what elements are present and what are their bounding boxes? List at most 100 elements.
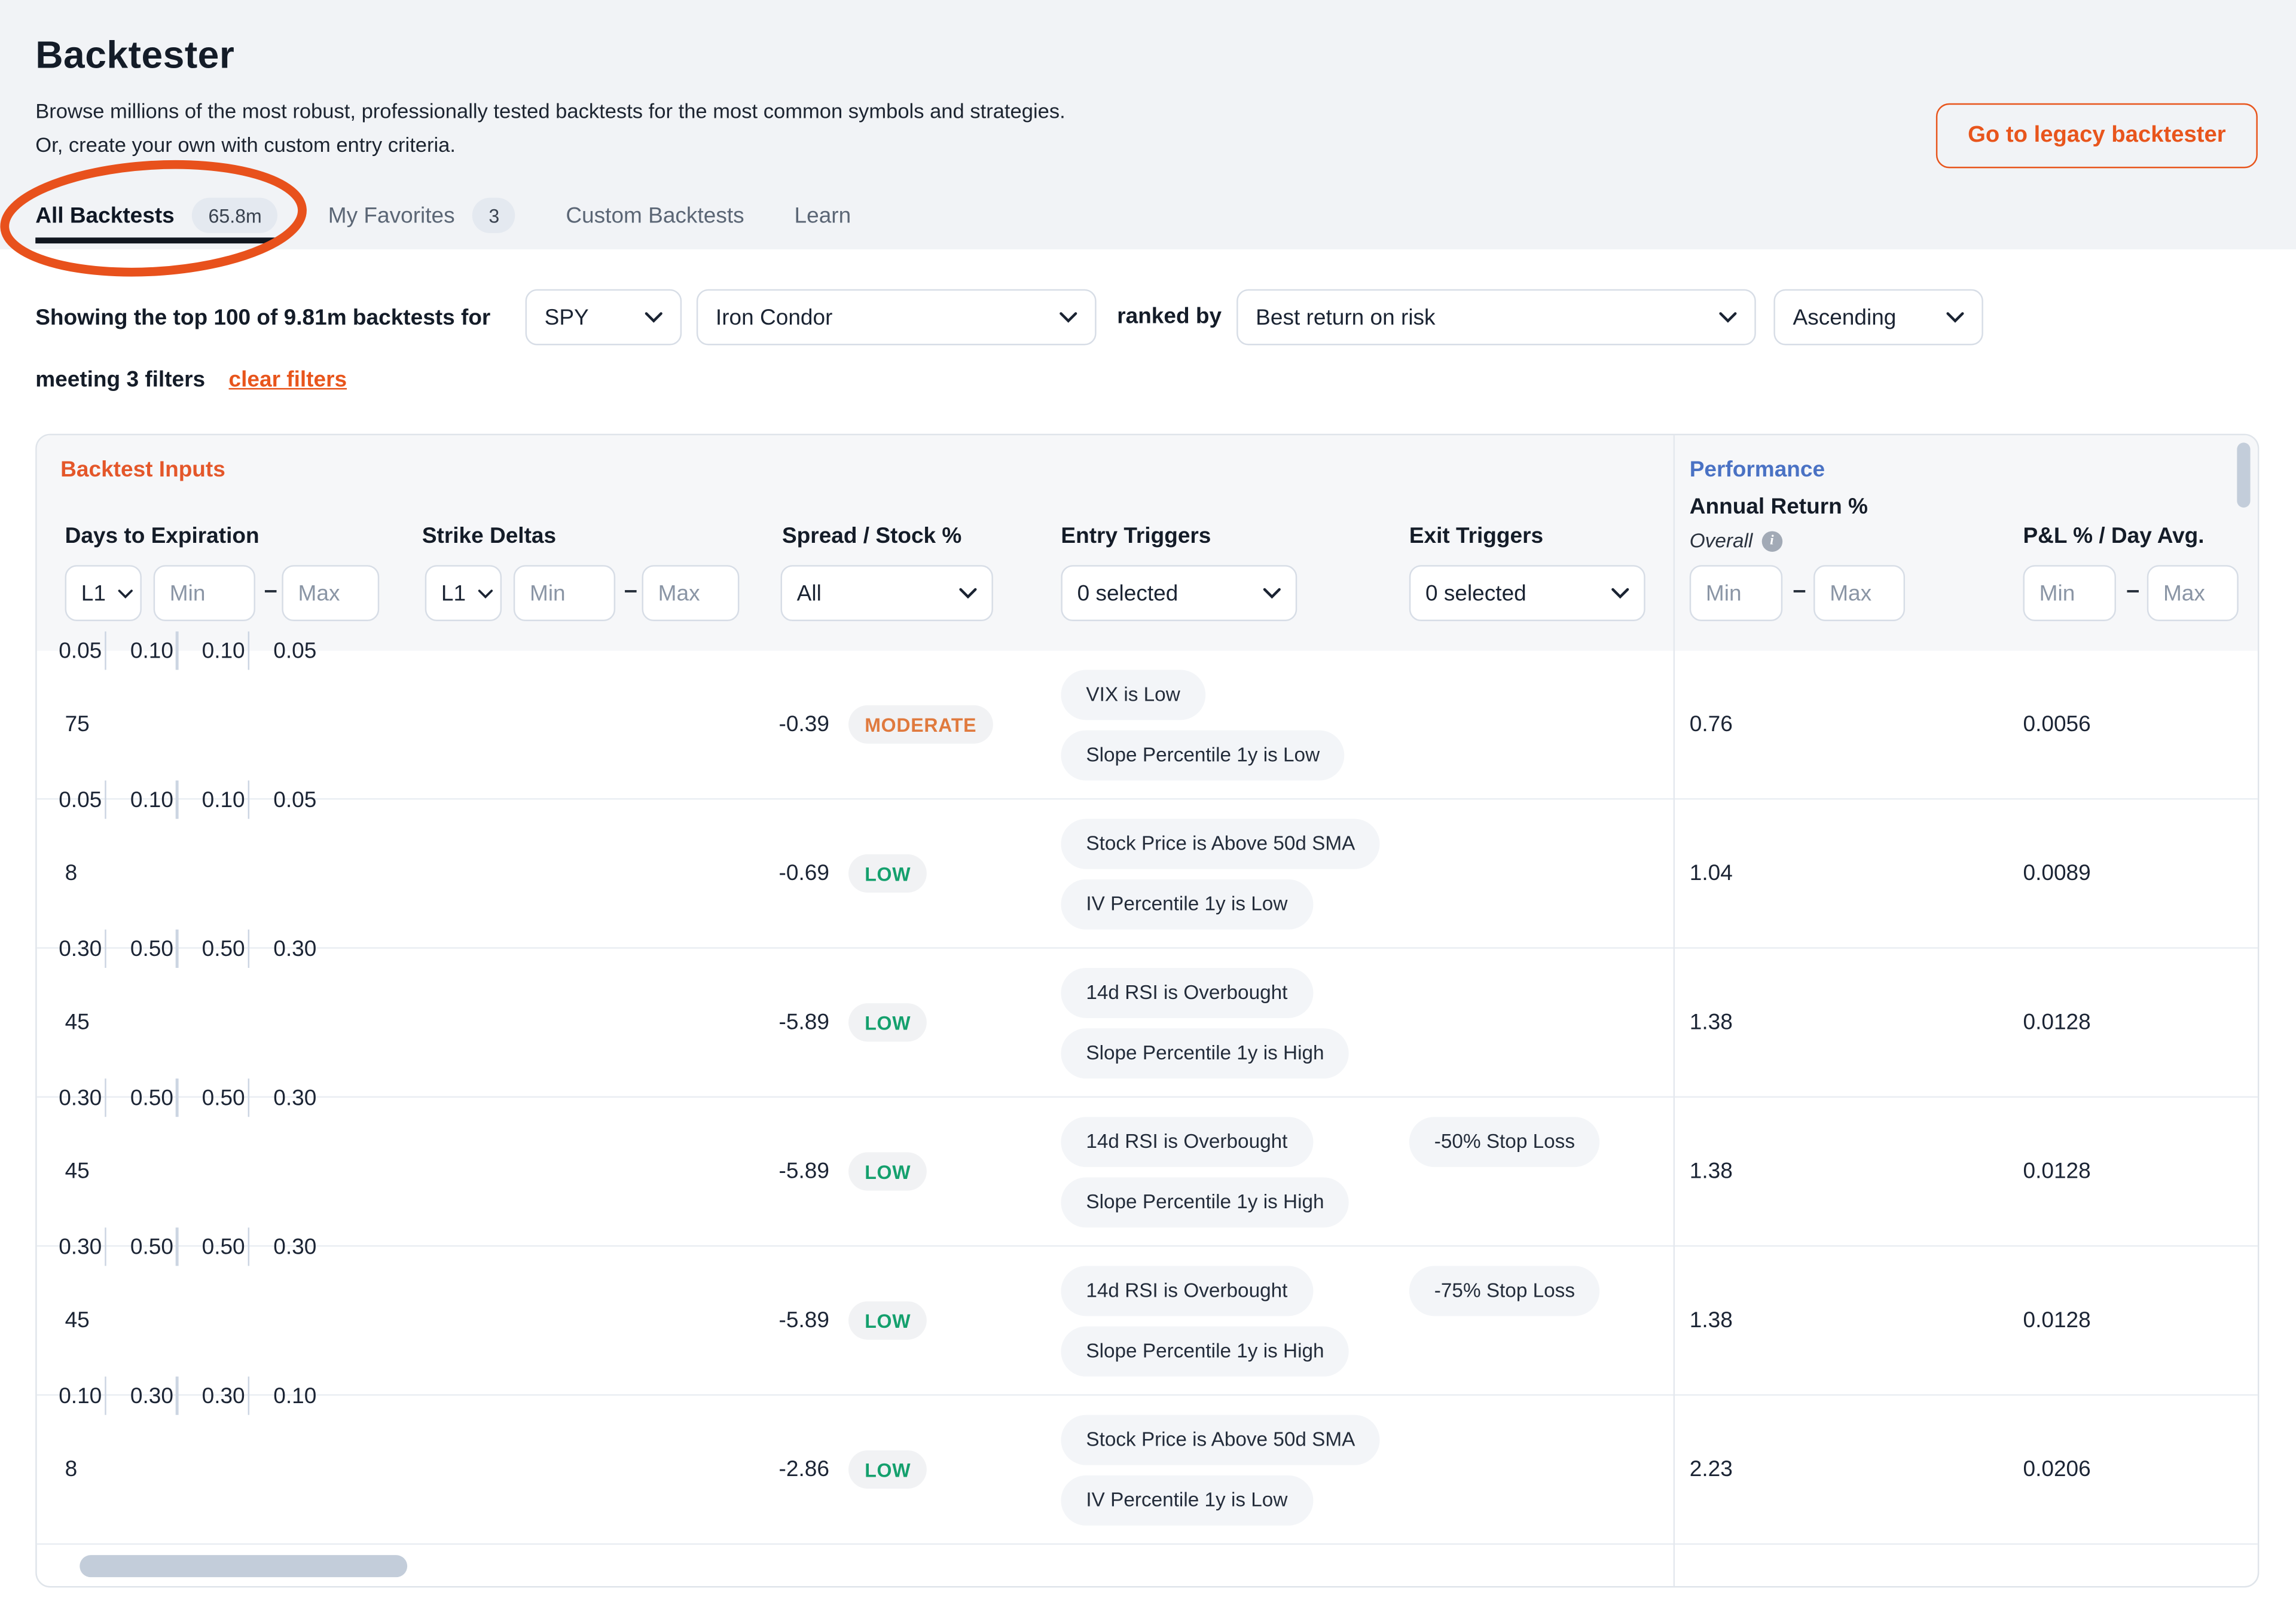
table-row[interactable]: 45 0.30 0.50 0.50 0.30 -5.89 LOW 14d RSI is Ove… — [36, 929, 2258, 1098]
entry-trigger-pill: Slope Percentile 1y is High — [1061, 1325, 1349, 1376]
cell-annual-return: 2.23 — [1689, 1457, 1733, 1483]
entry-trigger-pill: 14d RSI is Overbought — [1061, 1116, 1313, 1166]
rank-metric-select[interactable]: Best return on risk — [1236, 289, 1756, 346]
table-row[interactable]: 8 0.05 0.10 0.10 0.05 -0.69 LOW Stock Price is … — [36, 780, 2258, 949]
strategy-select[interactable]: Iron Condor — [696, 289, 1097, 346]
tab-learn[interactable]: Learn — [795, 203, 851, 228]
cell-strike-deltas: 0.10 0.30 0.30 0.10 — [37, 1376, 2258, 1415]
rank-direction-select[interactable]: Ascending — [1773, 289, 1983, 346]
cell-days-to-expiration: 45 — [65, 1159, 90, 1184]
table-row[interactable]: 8 0.10 0.30 0.30 0.10 -2.86 LOW Stock Price is … — [36, 1376, 2258, 1545]
backtest-inputs-section-label: Backtest Inputs — [60, 457, 225, 483]
strike-delta-value: 0.50 — [201, 1234, 245, 1260]
table-row[interactable]: 45 0.30 0.50 0.50 0.30 -5.89 LOW 14d RSI is Ove… — [36, 1227, 2258, 1396]
pnl-max-input[interactable] — [2147, 565, 2239, 621]
chevron-down-icon — [959, 588, 977, 599]
chevron-down-icon — [117, 589, 133, 598]
delta-separator — [103, 929, 106, 968]
risk-badge: LOW — [848, 1152, 927, 1191]
dte-leg-select-value: L1 — [81, 581, 106, 606]
chevron-down-icon — [1611, 588, 1629, 599]
exit-triggers-select[interactable]: 0 selected — [1409, 565, 1645, 621]
risk-badge: LOW — [848, 854, 927, 893]
strike-leg-select[interactable]: L1 — [425, 565, 502, 621]
risk-badge: LOW — [848, 1003, 927, 1042]
legacy-backtester-button[interactable]: Go to legacy backtester — [1935, 103, 2258, 169]
info-icon[interactable]: i — [1761, 530, 1782, 551]
cell-days-to-expiration: 45 — [65, 1010, 90, 1035]
delta-separator — [247, 929, 250, 968]
delta-separator — [103, 1079, 106, 1117]
entry-trigger-pill: IV Percentile 1y is Low — [1061, 878, 1313, 929]
entry-trigger-pill: 14d RSI is Overbought — [1061, 967, 1313, 1018]
cell-entry-triggers: 14d RSI is Overbought Slope Percentile 1y… — [1061, 1265, 1349, 1376]
cell-entry-triggers: VIX is Low Slope Percentile 1y is Low — [1061, 669, 1345, 780]
strike-delta-value: 0.50 — [130, 936, 173, 961]
pnl-min-input[interactable] — [2023, 565, 2116, 621]
vertical-scrollbar[interactable] — [2237, 442, 2251, 508]
risk-badge: LOW — [848, 1301, 927, 1340]
performance-section-divider — [1673, 435, 1675, 1586]
cell-annual-return: 1.38 — [1689, 1307, 1733, 1333]
annual-return-sub-label: Overall — [1689, 529, 1753, 552]
delta-separator — [175, 929, 178, 968]
annual-return-min-input[interactable] — [1689, 565, 1783, 621]
delta-separator — [103, 1227, 106, 1266]
strike-delta-value: 0.50 — [130, 1234, 173, 1260]
exit-trigger-pill: -50% Stop Loss — [1409, 1116, 1600, 1166]
horizontal-scrollbar[interactable] — [80, 1555, 408, 1578]
cell-strike-deltas: 0.30 0.50 0.50 0.30 — [37, 1227, 2258, 1266]
risk-badge: MODERATE — [848, 705, 993, 744]
table-row[interactable]: 75 0.05 0.10 0.10 0.05 -0.39 MODERATE VIX is Lo… — [36, 631, 2258, 800]
cell-spread-stock-value: -2.86 — [778, 1457, 829, 1483]
column-header-annual-return: Annual Return % — [1689, 494, 1868, 520]
column-header-strike-deltas: Strike Deltas — [422, 524, 557, 549]
cell-annual-return: 0.76 — [1689, 711, 1733, 737]
cell-exit-triggers: -75% Stop Loss — [1409, 1265, 1600, 1316]
tabs-row: All Backtests 65.8m My Favorites 3 Custom Ba… — [35, 195, 851, 236]
chevron-down-icon — [1719, 312, 1737, 323]
clear-filters-link[interactable]: clear filters — [228, 367, 347, 393]
symbol-select[interactable]: SPY — [525, 289, 682, 346]
page-subtitle-line2: Or, create your own with custom entry cr… — [35, 133, 456, 157]
entry-triggers-select[interactable]: 0 selected — [1061, 565, 1297, 621]
table-row[interactable]: 45 0.30 0.50 0.50 0.30 -5.89 LOW 14d RSI is Ove… — [36, 1079, 2258, 1247]
strike-min-input[interactable] — [513, 565, 616, 621]
delta-separator — [103, 780, 106, 819]
chevron-down-icon — [1263, 588, 1281, 599]
tab-custom-backtests[interactable]: Custom Backtests — [566, 203, 744, 228]
tab-label: All Backtests — [35, 203, 175, 228]
dte-leg-select[interactable]: L1 — [65, 565, 142, 621]
annual-return-max-input[interactable] — [1813, 565, 1906, 621]
delta-separator — [247, 780, 250, 819]
strike-delta-value: 0.50 — [201, 1085, 245, 1111]
strike-delta-value: 0.10 — [130, 638, 173, 664]
spread-stock-select[interactable]: All — [780, 565, 993, 621]
column-header-dte: Days to Expiration — [65, 524, 259, 549]
chevron-down-icon — [1060, 312, 1077, 323]
range-dash: – — [264, 578, 277, 604]
cell-entry-triggers: Stock Price is Above 50d SMA IV Percentil… — [1061, 818, 1381, 929]
page-title: Backtester — [35, 32, 235, 77]
performance-section-label: Performance — [1689, 457, 1825, 483]
entry-trigger-pill: Stock Price is Above 50d SMA — [1061, 1414, 1381, 1465]
annual-return-subheader: Overall i — [1690, 530, 1782, 552]
delta-separator — [175, 780, 178, 819]
entry-trigger-pill: Stock Price is Above 50d SMA — [1061, 818, 1381, 869]
delta-separator — [175, 1227, 178, 1266]
exit-triggers-select-value: 0 selected — [1425, 581, 1526, 606]
column-header-spread-stock: Spread / Stock % — [781, 524, 962, 549]
tab-my-favorites[interactable]: My Favorites 3 — [328, 197, 516, 233]
cell-days-to-expiration: 45 — [65, 1307, 90, 1333]
strike-max-input[interactable] — [642, 565, 740, 621]
meeting-filters-label: meeting 3 filters — [35, 367, 206, 393]
dte-max-input[interactable] — [282, 565, 380, 621]
strategy-select-value: Iron Condor — [715, 304, 833, 330]
tab-label: Learn — [794, 203, 851, 228]
dte-min-input[interactable] — [153, 565, 255, 621]
active-tab-underline — [35, 237, 280, 244]
entry-trigger-pill: IV Percentile 1y is Low — [1061, 1474, 1313, 1525]
entry-trigger-pill: VIX is Low — [1061, 669, 1205, 720]
delta-separator — [247, 1376, 250, 1415]
tab-all-backtests[interactable]: All Backtests 65.8m — [35, 197, 278, 233]
